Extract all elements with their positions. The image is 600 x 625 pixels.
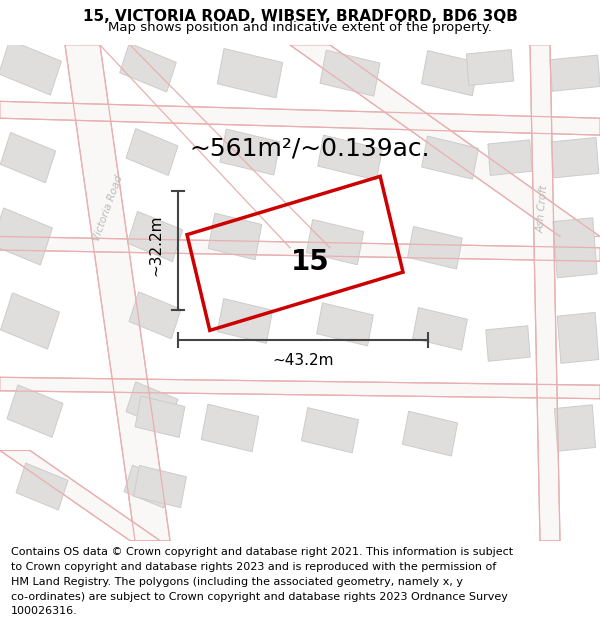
Polygon shape xyxy=(217,299,272,343)
Polygon shape xyxy=(488,140,532,176)
Text: ~561m²/~0.139ac.: ~561m²/~0.139ac. xyxy=(190,137,430,161)
Polygon shape xyxy=(217,49,283,98)
Polygon shape xyxy=(16,463,68,510)
Polygon shape xyxy=(290,45,600,236)
Polygon shape xyxy=(134,466,187,508)
Polygon shape xyxy=(1,293,59,349)
Polygon shape xyxy=(551,138,599,178)
Text: 15: 15 xyxy=(290,248,329,276)
Polygon shape xyxy=(0,40,61,95)
Text: Contains OS data © Crown copyright and database right 2021. This information is : Contains OS data © Crown copyright and d… xyxy=(11,548,513,558)
Polygon shape xyxy=(422,136,478,179)
Text: 100026316.: 100026316. xyxy=(11,606,77,616)
Polygon shape xyxy=(466,49,514,86)
Polygon shape xyxy=(530,45,560,541)
Polygon shape xyxy=(554,405,596,451)
Polygon shape xyxy=(550,55,600,91)
Polygon shape xyxy=(317,303,373,346)
Polygon shape xyxy=(0,451,160,541)
Polygon shape xyxy=(126,382,178,429)
Polygon shape xyxy=(124,465,172,508)
Polygon shape xyxy=(407,226,463,269)
Polygon shape xyxy=(7,385,63,438)
Polygon shape xyxy=(201,404,259,452)
Polygon shape xyxy=(318,135,382,180)
Polygon shape xyxy=(0,101,600,135)
Text: to Crown copyright and database rights 2023 and is reproduced with the permissio: to Crown copyright and database rights 2… xyxy=(11,562,496,572)
Polygon shape xyxy=(220,129,280,175)
Polygon shape xyxy=(0,208,52,265)
Text: co-ordinates) are subject to Crown copyright and database rights 2023 Ordnance S: co-ordinates) are subject to Crown copyr… xyxy=(11,592,508,602)
Polygon shape xyxy=(208,213,262,260)
Polygon shape xyxy=(413,308,467,350)
Polygon shape xyxy=(120,43,176,92)
Polygon shape xyxy=(403,411,458,456)
Polygon shape xyxy=(307,219,364,265)
Polygon shape xyxy=(301,408,359,453)
Text: 15, VICTORIA ROAD, WIBSEY, BRADFORD, BD6 3QB: 15, VICTORIA ROAD, WIBSEY, BRADFORD, BD6… xyxy=(83,9,517,24)
Polygon shape xyxy=(553,217,597,278)
Polygon shape xyxy=(0,378,600,399)
Polygon shape xyxy=(65,45,170,541)
Polygon shape xyxy=(320,50,380,96)
Polygon shape xyxy=(129,292,181,339)
Polygon shape xyxy=(135,396,185,437)
Text: Map shows position and indicative extent of the property.: Map shows position and indicative extent… xyxy=(108,21,492,34)
Polygon shape xyxy=(557,312,599,363)
Polygon shape xyxy=(126,129,178,176)
Text: HM Land Registry. The polygons (including the associated geometry, namely x, y: HM Land Registry. The polygons (includin… xyxy=(11,577,463,587)
Polygon shape xyxy=(127,211,182,262)
Polygon shape xyxy=(421,51,479,96)
Polygon shape xyxy=(486,326,530,361)
Text: Victoria Road: Victoria Road xyxy=(91,174,125,242)
Text: ~32.2m: ~32.2m xyxy=(149,214,163,276)
Text: Ash Croft: Ash Croft xyxy=(536,184,550,232)
Polygon shape xyxy=(0,236,600,261)
Text: ~43.2m: ~43.2m xyxy=(272,353,334,368)
Polygon shape xyxy=(1,132,56,182)
